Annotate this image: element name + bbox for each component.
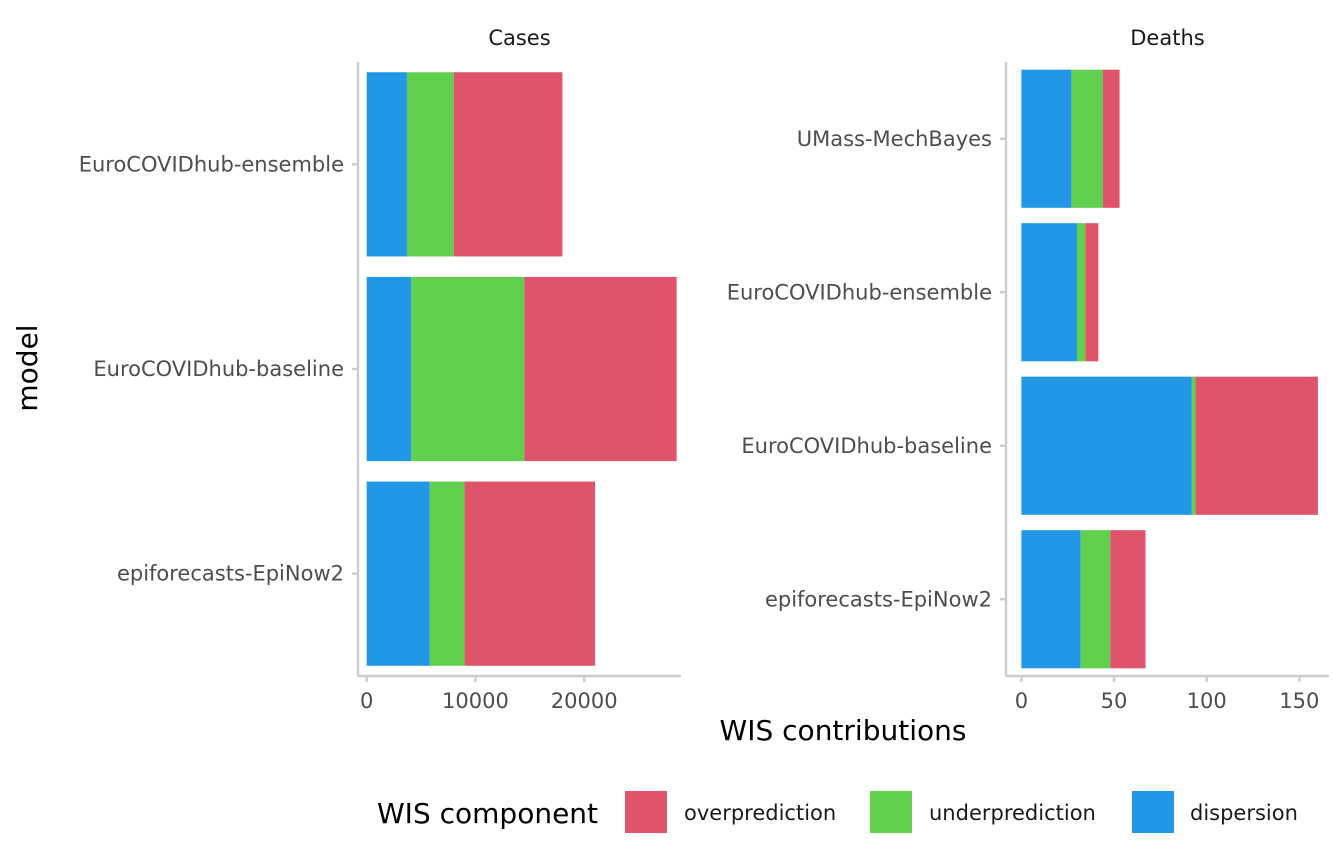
facet-panels: Cases EuroCOVIDhub-ensemble EuroCOVIDhub-b… (79, 26, 1329, 713)
bar-segment-overprediction (453, 72, 563, 257)
bar-stack-eurocovidhub-baseline (1021, 376, 1318, 515)
bar-stack-epiforecasts-epinow2 (1021, 530, 1146, 669)
bar-segment-underprediction (1076, 223, 1086, 362)
bar-segment-overprediction (1110, 530, 1146, 669)
x-tick-label: 0 (1015, 689, 1028, 713)
y-tick-label: epiforecasts-EpiNow2 (765, 587, 992, 611)
bar-segment-underprediction (1191, 376, 1196, 515)
x-tick-label: 100 (1187, 689, 1227, 713)
x-tick-label: 20000 (551, 689, 618, 713)
bar-stack-umass-mechbayes (1021, 69, 1120, 208)
y-tick-label: EuroCOVIDhub-baseline (93, 357, 344, 381)
x-tick-label: 150 (1279, 689, 1319, 713)
facet-title: Cases (488, 26, 550, 50)
bar-segment-underprediction (406, 72, 454, 257)
bar-segment-underprediction (1080, 530, 1111, 669)
bar-segment-overprediction (464, 481, 596, 666)
bar-segment-dispersion (1021, 530, 1081, 669)
bar-stack-eurocovidhub-ensemble (1021, 223, 1099, 362)
facet-cases: Cases EuroCOVIDhub-ensemble EuroCOVIDhub-b… (79, 26, 681, 713)
legend-label-overprediction: overprediction (684, 801, 836, 825)
bar-segment-dispersion (1021, 223, 1077, 362)
y-tick-label: EuroCOVIDhub-ensemble (727, 280, 992, 304)
bar-segment-dispersion (1021, 376, 1192, 515)
x-tick-label: 10000 (442, 689, 509, 713)
bar-segment-overprediction (1195, 376, 1318, 515)
x-axis-title: WIS contributions (720, 714, 967, 747)
bar-segment-dispersion (1021, 69, 1072, 208)
legend-title: WIS component (377, 797, 598, 830)
legend: WIS component overprediction underpredict… (377, 791, 1298, 833)
bar-stack-eurocovidhub-baseline (366, 276, 677, 462)
bar-segment-overprediction (524, 276, 677, 462)
legend-label-dispersion: dispersion (1190, 801, 1298, 825)
x-tick-label: 0 (360, 689, 373, 713)
legend-label-underprediction: underprediction (929, 801, 1096, 825)
facet-deaths: Deaths UMass-MechBayes EuroCOVIDhub-ensemb… (727, 26, 1329, 713)
x-tick-label: 50 (1101, 689, 1128, 713)
y-tick-label: EuroCOVIDhub-baseline (741, 434, 992, 458)
legend-key-dispersion (1132, 791, 1174, 833)
bar-segment-underprediction (429, 481, 465, 666)
legend-key-underprediction (870, 791, 912, 833)
legend-key-overprediction (625, 791, 667, 833)
bar-stack-epiforecasts-epinow2 (366, 481, 596, 666)
bar-segment-underprediction (1071, 69, 1103, 208)
bar-segment-dispersion (366, 276, 412, 462)
bar-segment-overprediction (1085, 223, 1099, 362)
y-tick-label: epiforecasts-EpiNow2 (117, 562, 344, 586)
bar-segment-dispersion (366, 481, 430, 666)
bar-segment-underprediction (411, 276, 525, 462)
y-tick-label: EuroCOVIDhub-ensemble (79, 152, 344, 176)
y-tick-label: UMass-MechBayes (797, 127, 992, 151)
facet-title: Deaths (1130, 26, 1204, 50)
bar-stack-eurocovidhub-ensemble (366, 72, 563, 257)
bar-segment-dispersion (366, 72, 407, 257)
bar-segment-overprediction (1102, 69, 1120, 208)
y-axis-title: model (11, 324, 44, 411)
